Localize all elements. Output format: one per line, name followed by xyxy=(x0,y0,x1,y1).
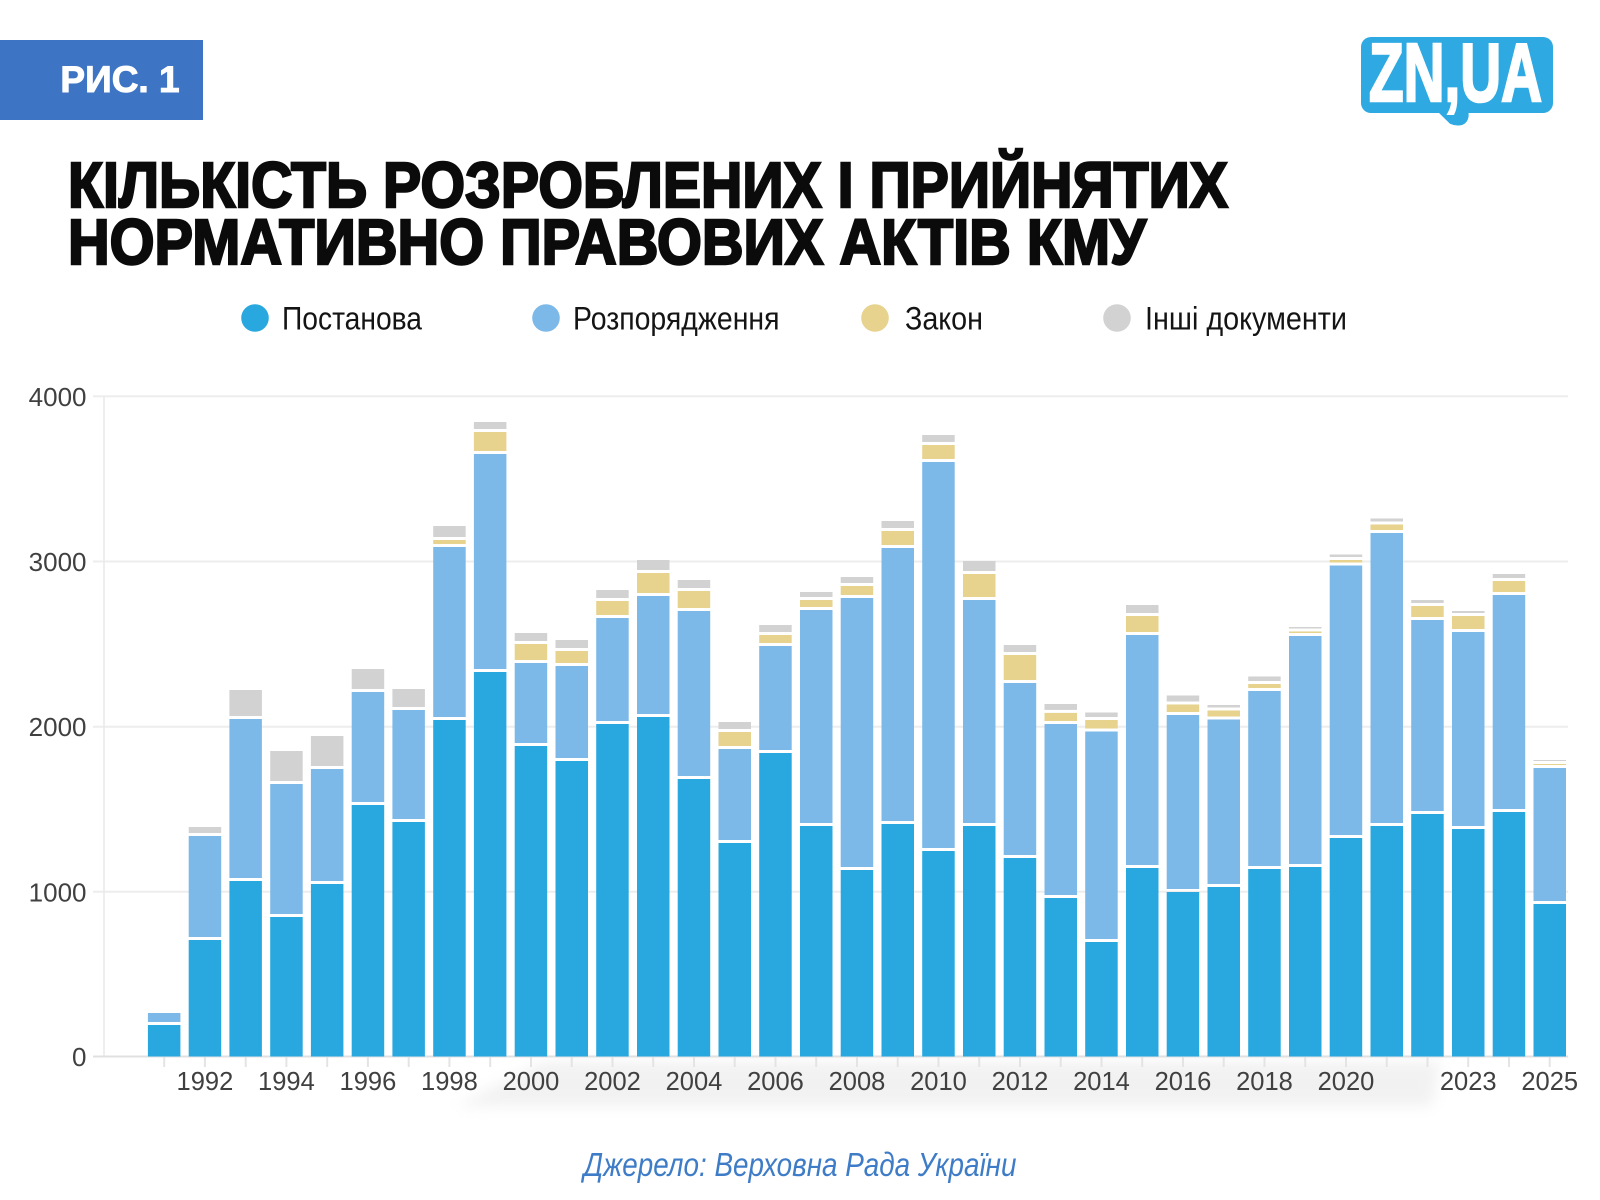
svg-text:2020: 2020 xyxy=(1318,1068,1375,1096)
svg-text:Розпорядження: Розпорядження xyxy=(573,300,780,336)
svg-text:ZN,UA: ZN,UA xyxy=(1369,26,1542,119)
svg-text:2018: 2018 xyxy=(1236,1068,1293,1096)
svg-text:Закон: Закон xyxy=(905,300,983,336)
svg-text:4000: 4000 xyxy=(29,382,87,412)
svg-text:2008: 2008 xyxy=(829,1068,886,1096)
svg-text:НОРМАТИВНО ПРАВОВИХ АКТІВ КМУ: НОРМАТИВНО ПРАВОВИХ АКТІВ КМУ xyxy=(68,206,1147,278)
svg-text:2006: 2006 xyxy=(747,1068,804,1096)
svg-text:2000: 2000 xyxy=(29,712,87,742)
svg-text:1992: 1992 xyxy=(177,1068,234,1096)
svg-text:0: 0 xyxy=(72,1042,86,1072)
svg-text:2023: 2023 xyxy=(1440,1068,1497,1096)
svg-text:КІЛЬКІСТЬ РОЗРОБЛЕНИХ І ПРИЙНЯ: КІЛЬКІСТЬ РОЗРОБЛЕНИХ І ПРИЙНЯТИХ xyxy=(68,148,1228,221)
svg-text:1998: 1998 xyxy=(421,1068,478,1096)
svg-text:Джерело: Верховна Рада України: Джерело: Верховна Рада України xyxy=(580,1146,1016,1183)
svg-text:2004: 2004 xyxy=(666,1068,723,1096)
svg-text:2012: 2012 xyxy=(992,1068,1049,1096)
svg-text:Постанова: Постанова xyxy=(282,300,423,336)
svg-text:1994: 1994 xyxy=(258,1068,315,1096)
svg-text:2010: 2010 xyxy=(910,1068,967,1096)
svg-text:Інші документи: Інші документи xyxy=(1145,300,1347,336)
svg-text:2016: 2016 xyxy=(1155,1068,1212,1096)
svg-text:РИС. 1: РИС. 1 xyxy=(60,59,179,100)
svg-text:2000: 2000 xyxy=(503,1068,560,1096)
svg-text:2014: 2014 xyxy=(1073,1068,1130,1096)
svg-text:1996: 1996 xyxy=(340,1068,397,1096)
svg-text:2025: 2025 xyxy=(1521,1068,1578,1096)
svg-text:3000: 3000 xyxy=(29,547,87,577)
svg-text:2002: 2002 xyxy=(584,1068,641,1096)
svg-text:1000: 1000 xyxy=(29,877,87,907)
